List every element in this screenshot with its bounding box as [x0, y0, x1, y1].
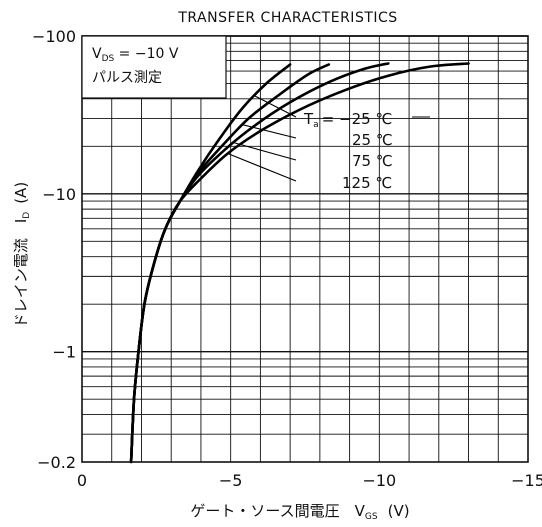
conditions-v-sub: DS [102, 54, 115, 64]
y-tick-label: −100 [32, 27, 76, 46]
series-prefix-sub: a [313, 120, 319, 130]
y-axis-label-main: ドレイン電流 I [12, 219, 30, 328]
series-label-25: 25 ℃ [352, 131, 393, 149]
series-layer [129, 62, 470, 464]
x-axis-label-sub: GS [365, 512, 378, 522]
grid [81, 35, 529, 463]
series-label-125: 125 ℃ [342, 174, 392, 192]
series-label-ta: Ta = −25 ℃ [303, 110, 392, 130]
x-axis-label-main: ゲート・ソース間電圧 V [190, 502, 365, 520]
x-tick-label: 0 [77, 471, 87, 490]
chart-title: TRANSFER CHARACTERISTICS [177, 10, 397, 26]
conditions-line2: パルス測定 [92, 70, 162, 86]
conditions-value: = −10 V [114, 46, 179, 62]
series-prefix: T [303, 110, 314, 128]
y-axis-label: ドレイン電流 ID (A) [12, 182, 32, 328]
conditions-line1: VDS = −10 V [92, 46, 179, 64]
x-tick-label: −5 [219, 471, 243, 490]
y-axis-label-sub: D [22, 212, 32, 219]
conditions-v: V [92, 46, 102, 62]
leader-line [233, 142, 297, 161]
leader-line [254, 95, 297, 118]
leader-line [242, 124, 297, 139]
y-tick-label: −1 [52, 343, 76, 362]
tick-labels: 0 −5 −10 −15 −0.2 −1 −10 −100 [32, 27, 542, 490]
series-line-4 [129, 62, 470, 464]
x-tick-label: −15 [511, 471, 542, 490]
x-axis-label: ゲート・ソース間電圧 VGS (V) [190, 502, 409, 522]
leader-line [227, 153, 297, 182]
y-tick-label: −0.2 [37, 453, 76, 472]
x-axis-label-unit: (V) [388, 502, 410, 520]
leader-lines [227, 95, 430, 182]
series-labels: Ta = −25 ℃ 25 ℃ 75 ℃ 125 ℃ [303, 110, 393, 192]
x-tick-label: −10 [362, 471, 396, 490]
series-label-75: 75 ℃ [352, 152, 393, 170]
y-tick-label: −10 [42, 185, 76, 204]
series-label-m25: = −25 ℃ [322, 110, 393, 128]
conditions-box [81, 35, 227, 99]
y-axis-label-unit: (A) [12, 182, 30, 204]
plot-frame [81, 35, 529, 463]
